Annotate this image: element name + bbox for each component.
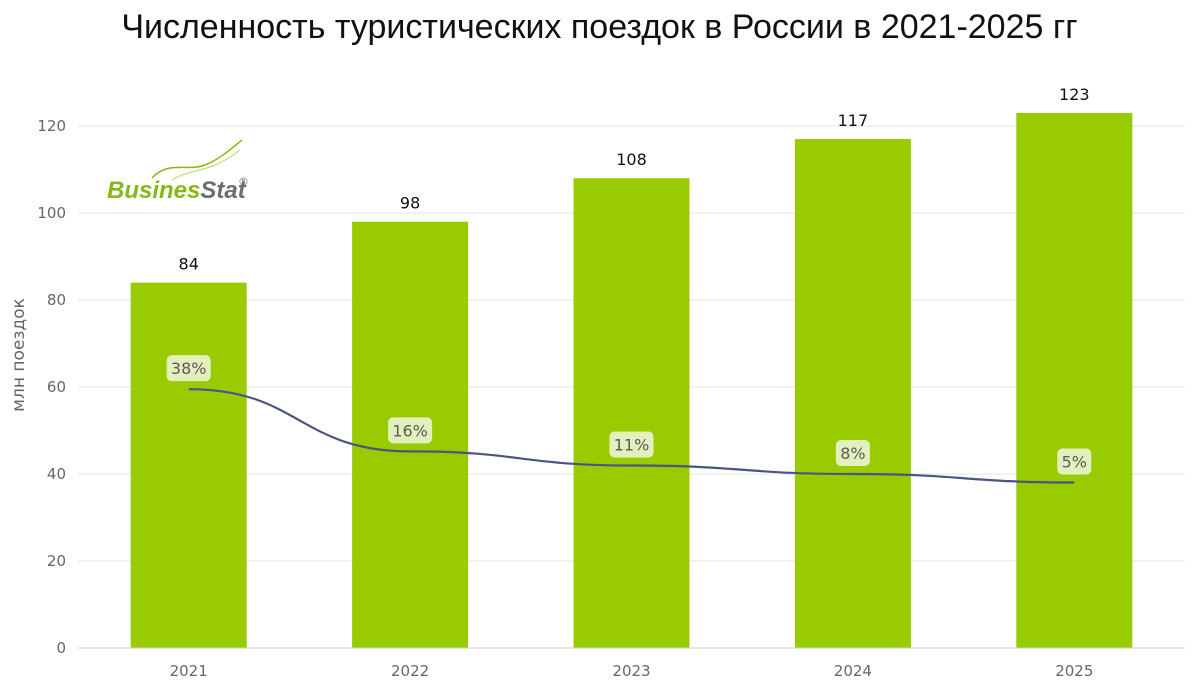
x-tick-label: 2021 bbox=[170, 662, 208, 680]
growth-value-label: 38% bbox=[171, 359, 207, 378]
x-tick-label: 2022 bbox=[391, 662, 429, 680]
logo-swoosh bbox=[151, 139, 243, 179]
y-tick-label: 0 bbox=[56, 639, 66, 657]
y-tick-label: 20 bbox=[47, 552, 66, 570]
growth-label-box bbox=[835, 440, 870, 466]
y-tick-label: 100 bbox=[37, 204, 66, 222]
bar bbox=[573, 178, 690, 648]
bar-value-label: 123 bbox=[1059, 85, 1090, 104]
growth-value-label: 11% bbox=[614, 436, 650, 455]
bars bbox=[130, 112, 1133, 649]
growth-value-label: 16% bbox=[392, 421, 428, 440]
growth-value-label: 5% bbox=[1062, 452, 1087, 471]
logo-text: BusinesStat bbox=[107, 177, 247, 204]
y-tick-label: 40 bbox=[47, 465, 66, 483]
axes: 0 20 40 60 80 100 120 2021 2022 2023 2024 2025 bbox=[37, 117, 1185, 680]
growth-label-box bbox=[609, 431, 654, 458]
bar bbox=[794, 139, 911, 649]
data-labels: 84 98 108 117 123 38% 16% 11% 8% 5% bbox=[166, 85, 1092, 475]
growth-value-label: 8% bbox=[840, 444, 865, 463]
chart-title: Численность туристических поездок в Росс… bbox=[121, 8, 1078, 46]
growth-label-box bbox=[1057, 448, 1092, 475]
growth-label-box bbox=[166, 355, 211, 382]
logo-registered-mark: ® bbox=[238, 175, 249, 188]
y-axis-title: млн поездок bbox=[9, 298, 29, 412]
growth-label-box bbox=[388, 417, 433, 444]
growth-line-path bbox=[188, 388, 1075, 484]
bar-value-label: 117 bbox=[838, 111, 869, 130]
bar-value-label: 98 bbox=[400, 194, 420, 213]
bar-value-label: 84 bbox=[179, 255, 199, 274]
bar-value-label: 108 bbox=[616, 150, 647, 169]
bar bbox=[1016, 112, 1133, 648]
logo-part-2: Stat bbox=[200, 177, 246, 204]
y-tick-label: 60 bbox=[47, 378, 66, 396]
y-tick-label: 80 bbox=[47, 291, 66, 309]
businesstat-logo: BusinesStat ® bbox=[107, 139, 249, 204]
logo-part-1: Busines bbox=[107, 177, 200, 204]
y-tick-label: 120 bbox=[37, 117, 66, 135]
bar bbox=[130, 282, 247, 648]
x-tick-label: 2025 bbox=[1055, 662, 1093, 680]
x-tick-label: 2024 bbox=[834, 662, 872, 680]
x-tick-label: 2023 bbox=[612, 662, 650, 680]
growth-line bbox=[188, 388, 1075, 484]
